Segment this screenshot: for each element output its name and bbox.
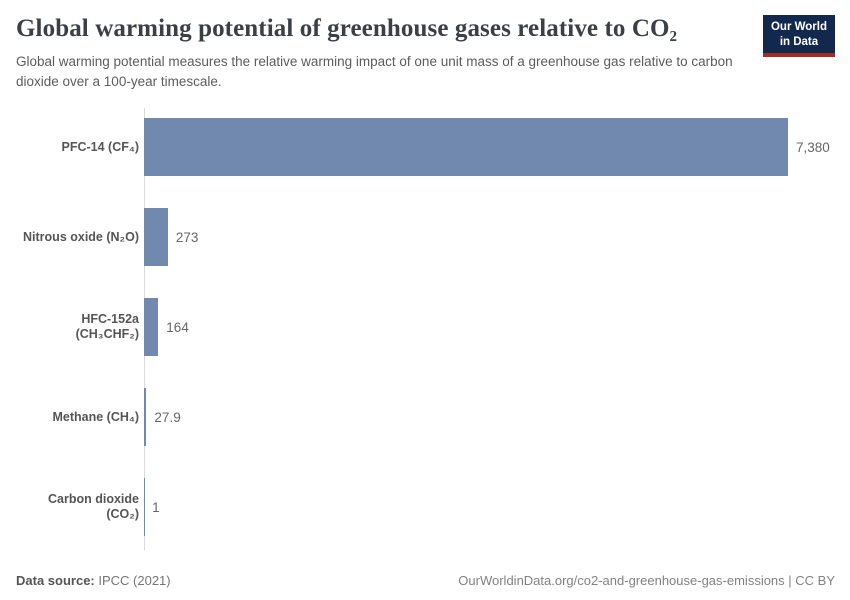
bar[interactable] bbox=[144, 208, 168, 266]
owid-logo[interactable]: Our World in Data bbox=[762, 15, 835, 58]
bar-track: 27.9 bbox=[144, 372, 835, 462]
bar-chart: PFC-14 (CF₄) 7,380 Nitrous oxide (N₂O) 273 H… bbox=[15, 102, 835, 552]
value-label: 164 bbox=[166, 319, 189, 335]
bar-track: 7,380 bbox=[144, 102, 835, 192]
bar-track: 164 bbox=[144, 282, 835, 372]
value-label: 7,380 bbox=[796, 139, 830, 155]
category-label: HFC-152a (CH₃CHF₂) bbox=[75, 312, 139, 341]
data-source-value: IPCC (2021) bbox=[94, 573, 171, 588]
bar[interactable] bbox=[144, 388, 147, 446]
category-label: Carbon dioxide (CO₂) bbox=[48, 492, 139, 521]
bar-row: Carbon dioxide (CO₂) 1 bbox=[15, 462, 835, 552]
bar[interactable] bbox=[144, 118, 788, 176]
bar-track: 1 bbox=[144, 462, 835, 552]
chart-title: Global warming potential of greenhouse g… bbox=[16, 15, 678, 42]
bar-rows-container: PFC-14 (CF₄) 7,380 Nitrous oxide (N₂O) 273 H… bbox=[15, 102, 835, 552]
bar-row: Nitrous oxide (N₂O) 273 bbox=[15, 192, 835, 282]
attribution-link[interactable]: OurWorldinData.org/co2-and-greenhouse-ga… bbox=[458, 573, 835, 588]
value-label: 27.9 bbox=[154, 409, 181, 425]
owid-logo-line2: in Data bbox=[779, 35, 819, 48]
chart-footer: Data source: IPCC (2021) OurWorldinData.… bbox=[16, 573, 835, 588]
category-label: Methane (CH₄) bbox=[52, 409, 139, 424]
chart-header: Global warming potential of greenhouse g… bbox=[0, 0, 850, 92]
chart-subtitle: Global warming potential measures the re… bbox=[16, 54, 733, 89]
bar[interactable] bbox=[144, 298, 159, 356]
value-label: 273 bbox=[175, 229, 199, 245]
category-label: PFC-14 (CF₄) bbox=[61, 139, 139, 154]
owid-logo-line1: Our World bbox=[770, 21, 827, 33]
bar-track: 273 bbox=[144, 192, 835, 282]
bar-row: HFC-152a (CH₃CHF₂) 164 bbox=[15, 282, 835, 372]
data-source-label: Data source: bbox=[16, 573, 95, 588]
data-source: Data source: IPCC (2021) bbox=[16, 573, 171, 588]
bar-row: Methane (CH₄) 27.9 bbox=[15, 372, 835, 462]
bar-row: PFC-14 (CF₄) 7,380 bbox=[15, 102, 835, 192]
value-label: 1 bbox=[152, 499, 160, 515]
category-label: Nitrous oxide (N₂O) bbox=[23, 229, 139, 244]
